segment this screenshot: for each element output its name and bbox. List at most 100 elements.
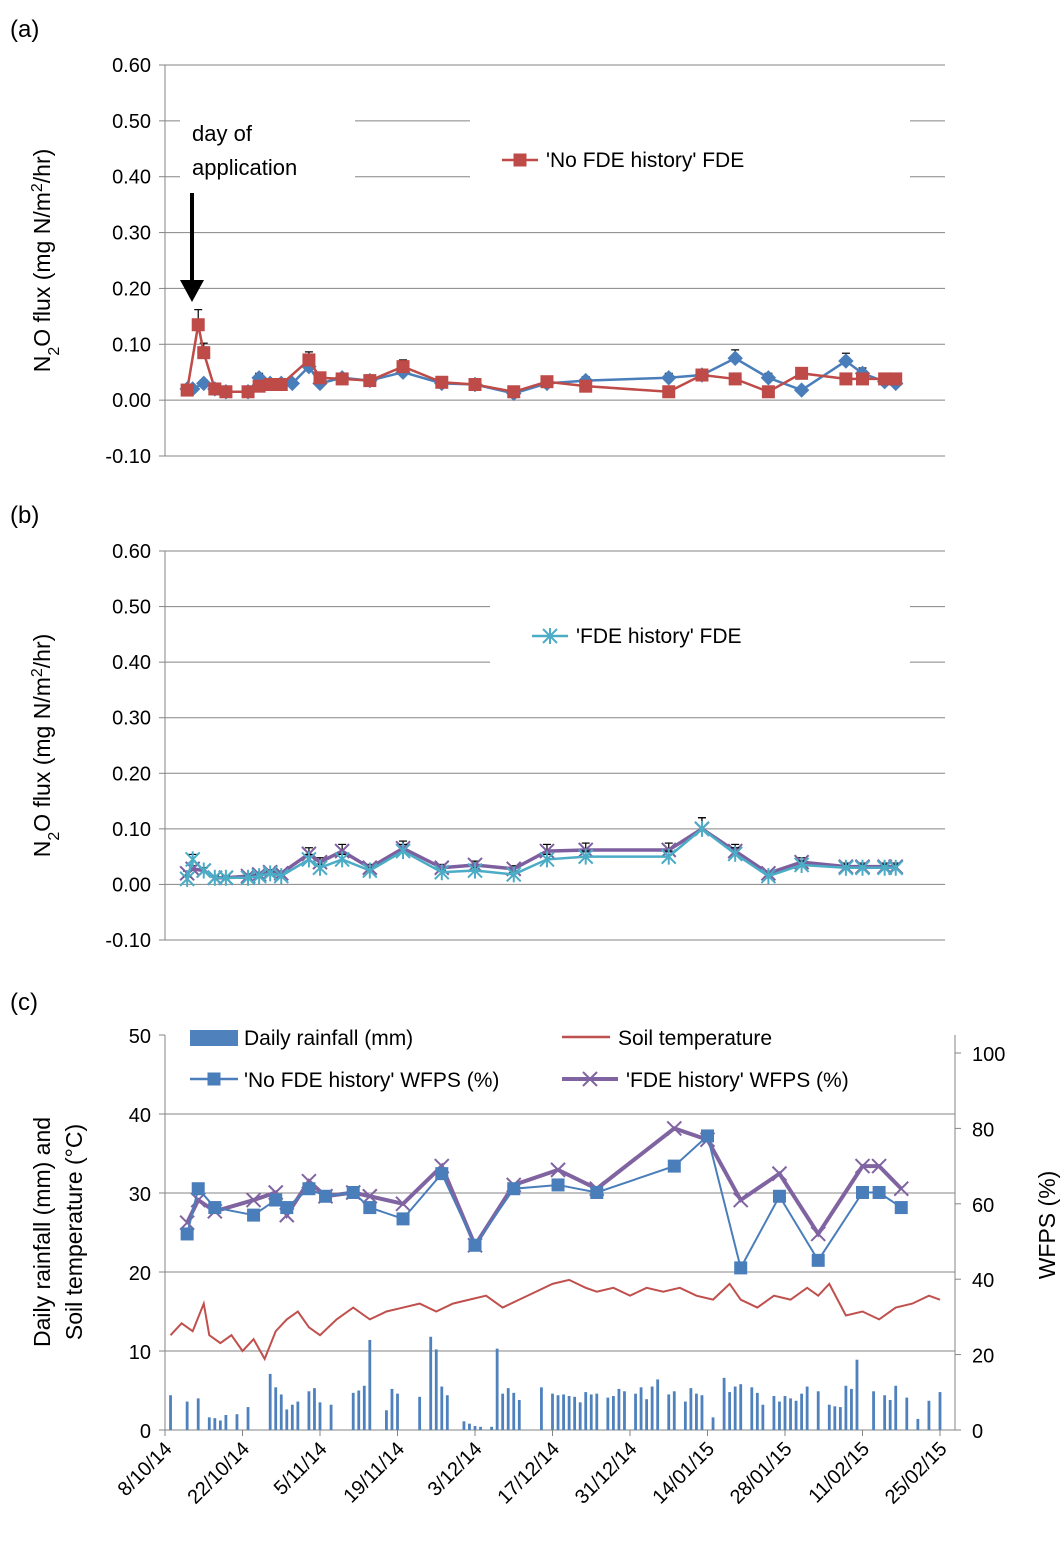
data-point: [760, 868, 777, 885]
rainfall-bar: [883, 1395, 887, 1430]
rainfall-bar: [495, 1348, 499, 1430]
data-point: [395, 843, 411, 860]
y-tick-label: 0.50: [112, 111, 151, 133]
rainfall-bar: [595, 1393, 599, 1430]
y-tick-label-left: 10: [129, 1342, 151, 1364]
rainfall-bar: [196, 1398, 200, 1430]
x-tick-label: 3/12/14: [424, 1438, 487, 1501]
rainfall-bar: [562, 1394, 565, 1430]
data-point: [810, 1226, 826, 1242]
rainfall-bar: [274, 1387, 278, 1430]
data-point: [888, 859, 904, 876]
data-point: [872, 1185, 886, 1199]
annotation-text-line1: day of: [192, 121, 253, 146]
data-point: [838, 859, 854, 876]
rainfall-bar: [761, 1404, 765, 1430]
rainfall-bar: [235, 1414, 239, 1430]
rainfall-bar: [589, 1394, 593, 1430]
rainfall-bar: [800, 1393, 804, 1430]
legend-entry-soil-temperature: Soil temperature: [618, 1027, 772, 1050]
x-tick-label: 25/02/15: [881, 1438, 952, 1509]
data-point: [467, 862, 483, 879]
rainfall-bar: [783, 1396, 787, 1430]
rainfall-bar: [645, 1399, 649, 1430]
legend-background: [180, 1024, 900, 1110]
rainfall-bar: [739, 1384, 743, 1430]
annotation-text-line2: application: [192, 155, 297, 180]
rainfall-bar: [313, 1388, 316, 1430]
data-point: [241, 385, 255, 399]
data-point: [579, 379, 593, 393]
rainfall-bar: [418, 1396, 422, 1430]
legend-swatch-marker: [542, 628, 558, 644]
rainfall-bar: [816, 1391, 820, 1430]
rainfall-bar: [362, 1385, 366, 1430]
data-point: [396, 360, 410, 374]
data-point: [661, 848, 677, 865]
data-point: [839, 372, 853, 386]
rainfall-bar: [711, 1417, 715, 1430]
y-tick-label-right: 40: [972, 1270, 994, 1292]
data-point: [191, 318, 205, 332]
x-tick-label: 19/11/14: [339, 1438, 409, 1508]
y-tick-label: 0.50: [112, 597, 151, 619]
data-point: [727, 350, 743, 366]
rainfall-bar: [623, 1391, 626, 1430]
y-tick-label: 0.00: [112, 390, 151, 412]
rainfall-bar: [634, 1393, 637, 1430]
rainfall-bar: [894, 1385, 898, 1430]
panel-b: (b) 0.60 0.50 0.40 0.30 0.20 0.10 0.00 -0.10 N2O …: [10, 502, 945, 952]
data-point: [772, 1189, 786, 1203]
data-point: [694, 820, 710, 837]
y-tick-label-right: 100: [972, 1044, 1005, 1066]
data-point: [876, 859, 893, 876]
data-point: [313, 371, 327, 385]
rainfall-bar: [246, 1407, 250, 1430]
data-point: [578, 848, 594, 865]
data-point: [811, 1253, 825, 1267]
rainfall-bar: [833, 1406, 837, 1430]
rainfall-bar: [938, 1392, 942, 1430]
rainfall-bar: [368, 1339, 372, 1430]
y-tick-label-right: 60: [972, 1195, 994, 1217]
data-point: [207, 869, 223, 886]
y-tick-label-left: 20: [129, 1263, 151, 1285]
rainfall-bar: [611, 1396, 615, 1430]
rainfall-bar: [307, 1391, 311, 1430]
y-tick-label: 0.10: [112, 334, 151, 356]
data-point: [208, 1201, 222, 1215]
data-point: [196, 862, 212, 879]
rainfall-bar: [916, 1418, 920, 1430]
legend-swatch-marker: [207, 1072, 221, 1086]
rainfall-bar: [838, 1407, 842, 1430]
rainfall-bar: [672, 1391, 676, 1430]
data-point: [396, 1212, 410, 1226]
y-axis-title: N2O flux (mg N/m2/hr): [29, 149, 63, 373]
rainfall-bar: [218, 1420, 222, 1430]
data-point: [854, 1158, 871, 1174]
rainfall-bar: [462, 1421, 466, 1430]
y-axis-title-left-line2: Soil temperature (°C): [61, 1124, 87, 1340]
data-point: [733, 1192, 749, 1208]
data-point: [871, 1158, 887, 1174]
data-point: [179, 870, 195, 887]
data-point: [761, 385, 775, 399]
x-tick-label: 31/12/14: [571, 1438, 642, 1509]
data-point: [667, 1159, 681, 1173]
data-point: [269, 1193, 283, 1207]
rainfall-bar: [185, 1401, 189, 1430]
rainfall-bar: [794, 1400, 798, 1430]
data-point: [301, 851, 317, 868]
data-point: [661, 370, 677, 386]
data-point: [771, 1165, 788, 1182]
legend-entry: 'No FDE history' FDE: [546, 149, 744, 172]
data-point: [856, 1185, 869, 1199]
rainfall-bar: [789, 1398, 792, 1430]
data-point: [793, 382, 810, 398]
data-point: [701, 1129, 714, 1143]
data-point: [245, 1192, 262, 1208]
rainfall-bar: [540, 1387, 543, 1430]
rainfall-bar: [827, 1404, 831, 1430]
data-point: [662, 385, 676, 399]
